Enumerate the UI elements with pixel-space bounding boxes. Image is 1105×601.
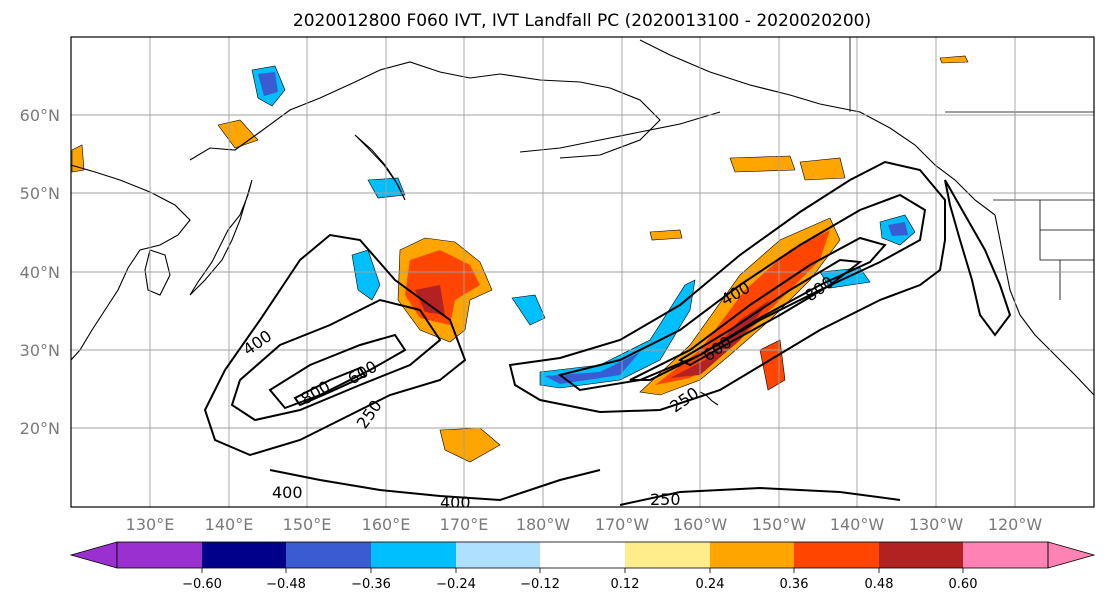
contour-250-east [508, 160, 946, 414]
us-state-borders [1039, 200, 1094, 300]
siberia-coast [189, 61, 661, 161]
lon-tick-labels: 130°E 140°E 150°E 160°E 170°E 180°W 170°… [126, 515, 1043, 534]
colorbar-tick-label: −0.60 [182, 577, 222, 592]
positive-anomaly-small-7 [649, 229, 683, 241]
contour-600-east [629, 236, 887, 381]
colorbar-bin [625, 542, 710, 568]
colorbar-tick-label: 0.48 [865, 577, 894, 592]
map-area: 400 800 600 250 400 400 400 800 600 250 … [70, 36, 1095, 512]
lat-tick: 60°N [20, 106, 60, 125]
colorbar-high-extend [1047, 541, 1096, 569]
negative-anomaly-kamchatka-core [258, 72, 278, 96]
lon-tick: 140°E [205, 515, 254, 534]
hawaii [699, 391, 719, 406]
contour-250-west [203, 233, 467, 457]
lat-tick: 20°N [20, 419, 60, 438]
japan [189, 179, 253, 296]
colorbar-bin [286, 542, 371, 568]
colorbar-bin [202, 542, 286, 568]
lat-tick-labels: 60°N 50°N 40°N 30°N 20°N [20, 106, 60, 438]
lon-tick: 130°W [909, 515, 964, 534]
lon-tick: 170°W [595, 515, 650, 534]
contour-label: 400 [440, 493, 471, 512]
contour-800-east [677, 258, 863, 367]
contour-label: 400 [272, 483, 303, 502]
colorbar-bin [794, 542, 879, 568]
colorbar-frame [116, 541, 1049, 569]
lon-tick: 140°W [830, 515, 885, 534]
contour-label: 250 [650, 490, 681, 509]
gridlines [71, 37, 1094, 507]
colorbar-tick-label: 0.12 [611, 577, 640, 592]
lon-tick: 150°W [752, 515, 807, 534]
colorbar-bin [117, 542, 202, 568]
korea [144, 249, 171, 296]
colorbar-bin [371, 542, 456, 568]
positive-anomaly-small-2 [729, 155, 796, 173]
coastlines [71, 39, 1094, 406]
colorbar-tick-label: 0.36 [780, 577, 809, 592]
colorbar-tick-label: −0.36 [351, 577, 391, 592]
positive-anomaly-small-6 [71, 144, 85, 173]
map-frame [70, 36, 1095, 508]
positive-anomaly-small-8 [939, 55, 969, 64]
lon-tick: 180°W [516, 515, 571, 534]
negative-anomaly-small-2 [511, 294, 546, 326]
lon-tick: 170°E [440, 515, 489, 534]
negative-anomaly-small-1 [351, 249, 381, 301]
lat-tick: 40°N [20, 263, 60, 282]
lon-tick: 130°E [126, 515, 175, 534]
colorbar: −0.60 −0.48 −0.36 −0.24 −0.12 0.12 0.24 … [69, 541, 1096, 592]
contour-400-west [230, 298, 442, 422]
positive-anomaly-east-core [655, 230, 830, 385]
map-title: 2020012800 F060 IVT, IVT Landfall PC (20… [293, 11, 871, 31]
lon-tick: 150°E [283, 515, 332, 534]
negative-anomaly-northeast-core [888, 222, 908, 236]
contour-coast-loop [944, 179, 1012, 337]
colorbar-tick-label: 0.24 [696, 577, 725, 592]
colorbar-bin [540, 542, 625, 568]
negative-anomaly-band-core [545, 352, 640, 384]
lon-tick: 160°E [362, 515, 411, 534]
contour-600-west [268, 333, 407, 410]
lon-tick: 160°W [673, 515, 728, 534]
colorbar-ticks [201, 568, 964, 573]
colorbar-bin [879, 542, 963, 568]
aleutians [519, 111, 721, 153]
alaska-coast [639, 39, 996, 216]
colorbar-bin [456, 542, 540, 568]
lon-tick: 120°W [988, 515, 1043, 534]
kamchatka [354, 134, 406, 201]
contour-400-south [269, 469, 601, 502]
lat-tick: 50°N [20, 184, 60, 203]
positive-anomaly-west-max [415, 285, 445, 315]
colorbar-tick-label: 0.60 [949, 577, 978, 592]
colorbar-bin [710, 542, 794, 568]
contour-400-east [557, 193, 927, 392]
contour-250-south [619, 486, 901, 506]
colorbar-tick-label: −0.48 [266, 577, 306, 592]
contour-800-west [293, 366, 367, 407]
colorbar-bin [963, 542, 1048, 568]
colorbar-tick-label: −0.24 [436, 577, 476, 592]
negative-anomaly-band [539, 279, 696, 389]
asia-coast [71, 164, 191, 361]
colorbar-low-extend [69, 541, 118, 569]
colorbar-tick-label: −0.12 [520, 577, 560, 592]
lat-tick: 30°N [20, 341, 60, 360]
north-america-west-coast [994, 214, 1094, 396]
positive-anomaly-small-3 [799, 157, 846, 181]
ivt-contours [203, 160, 1012, 506]
